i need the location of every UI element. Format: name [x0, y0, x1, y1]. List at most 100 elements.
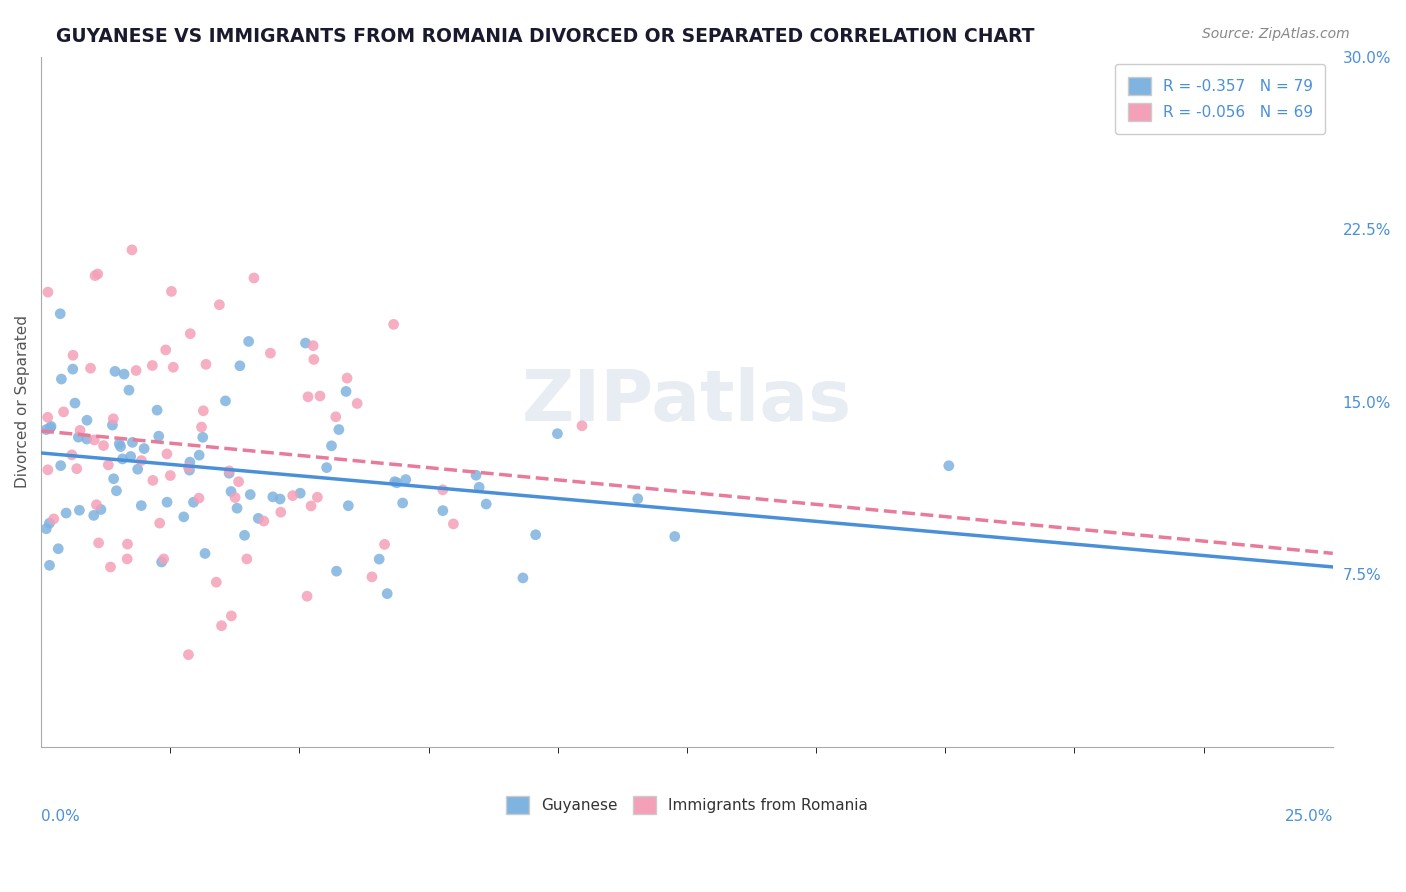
Point: [214, 393, 236, 408]
Point: [194, 357, 217, 371]
Point: [325, 409, 347, 424]
Point: [87, 267, 110, 281]
Point: [111, 452, 134, 467]
Point: [76, 413, 98, 427]
Point: [131, 453, 153, 467]
Point: [205, 575, 228, 590]
Point: [152, 552, 174, 566]
Point: [120, 450, 142, 464]
Point: [391, 496, 413, 510]
Point: [190, 420, 212, 434]
Point: [146, 403, 169, 417]
Point: [191, 430, 214, 444]
Text: ZIPatlas: ZIPatlas: [522, 368, 852, 436]
Point: [302, 352, 325, 367]
Point: [129, 499, 152, 513]
Point: [229, 359, 252, 373]
Point: [37, 410, 59, 425]
Point: [270, 505, 292, 519]
Point: [361, 570, 384, 584]
Text: Source: ZipAtlas.com: Source: ZipAtlas.com: [1202, 27, 1350, 41]
Point: [127, 462, 149, 476]
Point: [117, 537, 139, 551]
Point: [84, 268, 107, 283]
Point: [236, 552, 259, 566]
Point: [336, 371, 359, 385]
Point: [571, 418, 593, 433]
Point: [219, 484, 242, 499]
Point: [335, 384, 357, 399]
Point: [55, 506, 77, 520]
Point: [37, 285, 59, 299]
Point: [384, 475, 406, 489]
Point: [309, 389, 332, 403]
Point: [468, 480, 491, 494]
Text: GUYANESE VS IMMIGRANTS FROM ROMANIA DIVORCED OR SEPARATED CORRELATION CHART: GUYANESE VS IMMIGRANTS FROM ROMANIA DIVO…: [56, 27, 1035, 45]
Point: [86, 498, 108, 512]
Point: [281, 489, 304, 503]
Legend: R = -0.357   N = 79, R = -0.056   N = 69: R = -0.357 N = 79, R = -0.056 N = 69: [1115, 64, 1324, 134]
Point: [938, 458, 960, 473]
Point: [269, 491, 291, 506]
Point: [179, 463, 201, 477]
Point: [63, 396, 86, 410]
Point: [290, 486, 312, 500]
Point: [395, 473, 418, 487]
Point: [160, 285, 183, 299]
Point: [103, 412, 125, 426]
Point: [46, 541, 69, 556]
Point: [524, 527, 547, 541]
Point: [247, 511, 270, 525]
Point: [177, 460, 200, 475]
Point: [62, 362, 84, 376]
Point: [546, 426, 568, 441]
Point: [121, 243, 143, 257]
Point: [49, 458, 72, 473]
Point: [141, 359, 163, 373]
Point: [188, 448, 211, 462]
Point: [299, 499, 322, 513]
Point: [441, 516, 464, 531]
Y-axis label: Divorced or Separated: Divorced or Separated: [15, 315, 30, 488]
Point: [374, 537, 396, 551]
Point: [125, 363, 148, 377]
Point: [38, 516, 60, 531]
Point: [118, 383, 141, 397]
Point: [294, 336, 316, 351]
Point: [150, 555, 173, 569]
Point: [35, 522, 58, 536]
Point: [90, 502, 112, 516]
Point: [104, 364, 127, 378]
Text: 25.0%: 25.0%: [1285, 809, 1333, 824]
Point: [228, 475, 250, 489]
Point: [183, 495, 205, 509]
Point: [385, 475, 408, 490]
Point: [62, 348, 84, 362]
Point: [87, 536, 110, 550]
Point: [346, 396, 368, 410]
Point: [224, 491, 246, 505]
Point: [156, 447, 179, 461]
Point: [148, 429, 170, 443]
Point: [108, 437, 131, 451]
Point: [155, 343, 177, 357]
Point: [259, 346, 281, 360]
Point: [208, 298, 231, 312]
Point: [103, 472, 125, 486]
Point: [134, 442, 156, 456]
Point: [76, 432, 98, 446]
Point: [177, 648, 200, 662]
Point: [83, 433, 105, 447]
Point: [218, 467, 240, 481]
Point: [243, 271, 266, 285]
Point: [239, 487, 262, 501]
Point: [664, 529, 686, 543]
Point: [39, 421, 62, 435]
Point: [159, 468, 181, 483]
Point: [79, 361, 101, 376]
Point: [368, 552, 391, 566]
Point: [173, 509, 195, 524]
Point: [69, 423, 91, 437]
Point: [262, 490, 284, 504]
Point: [100, 560, 122, 574]
